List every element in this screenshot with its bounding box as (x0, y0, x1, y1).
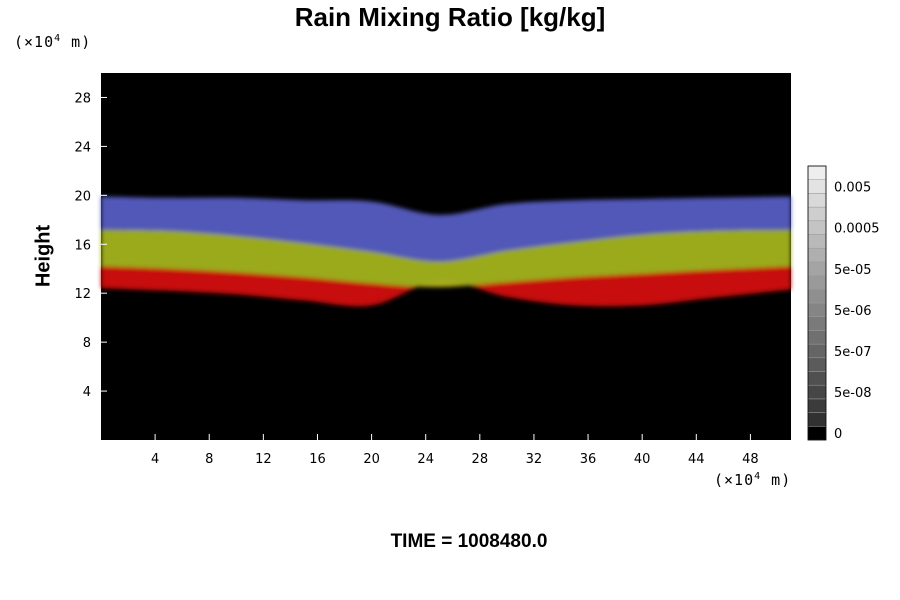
x-tick-label: 16 (309, 452, 326, 467)
y-tick-label: 4 (83, 385, 91, 400)
colorbar-swatch (807, 384, 827, 400)
colorbar-swatch (807, 206, 827, 222)
colorbar-swatch (807, 275, 827, 290)
colorbar-swatch (807, 247, 827, 263)
y-unit-prefix: (×10 (14, 33, 55, 51)
x-unit-prefix: (×10 (714, 471, 755, 489)
colorbar-swatch (807, 220, 827, 235)
x-tick-label: 36 (580, 452, 597, 467)
x-axis-unit: (×104 m) (714, 471, 791, 489)
colorbar-swatch (807, 398, 827, 413)
x-tick-label: 12 (255, 452, 272, 467)
rain-layers (101, 196, 791, 307)
x-tick-label: 8 (205, 452, 213, 467)
colorbar-swatch (807, 165, 827, 180)
y-tick-label: 16 (74, 238, 91, 253)
colorbar-swatch (807, 357, 827, 372)
x-unit-exponent: 4 (754, 471, 762, 482)
rain-layer-1 (101, 229, 791, 288)
x-unit-suffix: m) (761, 471, 792, 489)
y-tick-label: 28 (74, 91, 91, 106)
x-tick-label: 24 (417, 452, 434, 467)
colorbar-swatch (807, 289, 827, 304)
colorbar-swatch (807, 261, 827, 276)
colorbar-swatch (807, 330, 827, 345)
colorbar: 0.005 0.0005 5e-05 5e-06 5e-07 5e-08 0 (807, 165, 880, 442)
x-tick-label: 48 (742, 452, 759, 467)
colorbar-swatch (807, 302, 827, 317)
x-tick-label: 32 (526, 452, 543, 467)
colorbar-swatch (807, 193, 827, 208)
colorbar-swatch (807, 343, 827, 359)
x-tick-label: 4 (151, 452, 159, 467)
colorbar-label: 0 (834, 427, 842, 442)
colorbar-swatch (807, 234, 827, 249)
colorbar-swatch (807, 371, 827, 386)
x-tick-label: 44 (688, 452, 705, 467)
y-tick-label: 8 (83, 336, 91, 351)
colorbar-label: 5e-05 (834, 263, 872, 278)
colorbar-swatch (807, 412, 827, 427)
y-unit-suffix: m) (61, 33, 92, 51)
colorbar-label: 5e-07 (834, 345, 872, 360)
x-tick-label: 20 (363, 452, 380, 467)
colorbar-frame (807, 165, 827, 441)
x-axis-ticks: 4 8 12 16 20 24 28 32 36 40 44 48 (151, 434, 759, 467)
colorbar-label: 5e-08 (834, 386, 872, 401)
y-tick-label: 20 (74, 189, 91, 204)
y-tick-label: 12 (74, 287, 91, 302)
colorbar-label: 0.0005 (834, 222, 880, 237)
colorbar-swatch (807, 316, 827, 331)
y-axis-ticks: 4 8 12 16 20 24 28 (74, 91, 107, 400)
colorbar-swatch (807, 179, 827, 194)
x-tick-label: 28 (472, 452, 489, 467)
y-unit-exponent: 4 (54, 33, 62, 44)
y-tick-label: 24 (74, 140, 91, 155)
time-label: TIME = 1008480.0 (390, 531, 548, 552)
rain-layer-2 (101, 196, 791, 262)
colorbar-label: 0.005 (834, 181, 871, 196)
chart-title: Rain Mixing Ratio [kg/kg] (294, 2, 606, 32)
x-tick-label: 40 (634, 452, 651, 467)
colorbar-swatch (807, 426, 827, 441)
colorbar-label: 5e-06 (834, 304, 872, 319)
y-axis-unit: (×104 m) (14, 33, 91, 51)
